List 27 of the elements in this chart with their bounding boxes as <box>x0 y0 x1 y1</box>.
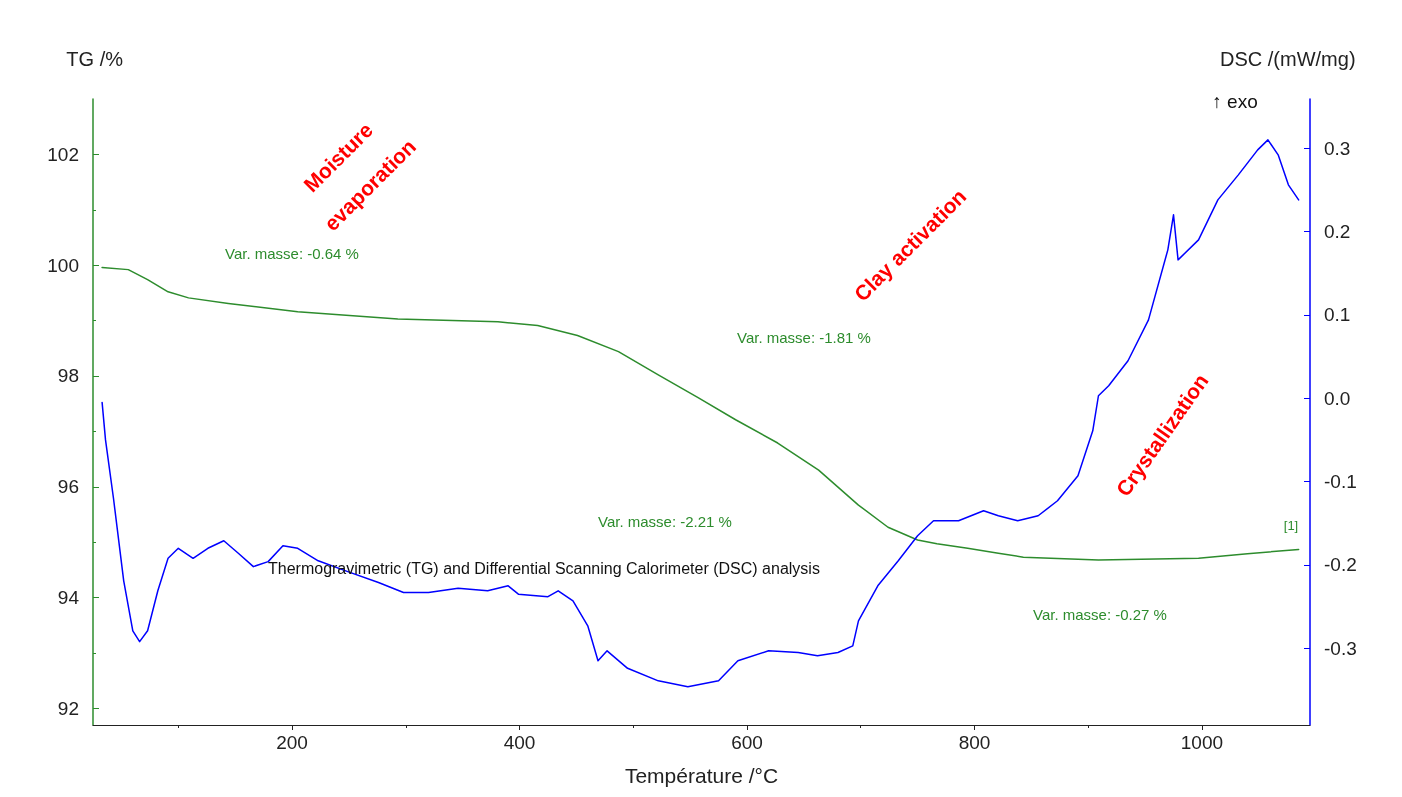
y-tick-label: 94 <box>57 587 80 609</box>
x-axis-title: Température /°C <box>624 764 779 787</box>
annotation: Var. masse: -0.27 % <box>1033 605 1167 623</box>
y2-axis-title: DSC /(mW/mg) <box>1220 48 1356 70</box>
y2-tick-label: 0.0 <box>1324 387 1351 409</box>
y-tick-label: 100 <box>47 254 79 276</box>
annotation: ↑ exo <box>1212 90 1258 112</box>
x-tick-label: 200 <box>276 732 308 753</box>
annotation: Var. masse: -0.64 % <box>225 244 359 262</box>
y-tick-label: 92 <box>57 697 79 719</box>
x-tick-label: 400 <box>503 732 536 753</box>
y2-tick-label: -0.2 <box>1324 554 1357 576</box>
y2-tick-label: 0.2 <box>1324 221 1351 243</box>
y-tick-label: 96 <box>57 476 79 498</box>
annotation: Var. masse: -1.81 % <box>737 328 871 346</box>
y2-tick-label: 0.1 <box>1324 304 1351 326</box>
x-tick-label: 600 <box>731 732 763 753</box>
y-axis-title: TG /% <box>66 48 124 70</box>
y-tick-label: 102 <box>47 143 79 165</box>
x-tick-label: 800 <box>958 732 991 753</box>
y2-tick-label: 0.3 <box>1324 137 1351 159</box>
y-tick-label: 98 <box>57 365 79 387</box>
y2-tick-label: -0.1 <box>1324 471 1357 493</box>
x-tick-label: 1000 <box>1180 732 1224 753</box>
annotation: Var. masse: -2.21 % <box>598 512 732 530</box>
y2-tick-label: -0.3 <box>1324 637 1357 659</box>
annotation: [1] <box>1283 517 1299 533</box>
